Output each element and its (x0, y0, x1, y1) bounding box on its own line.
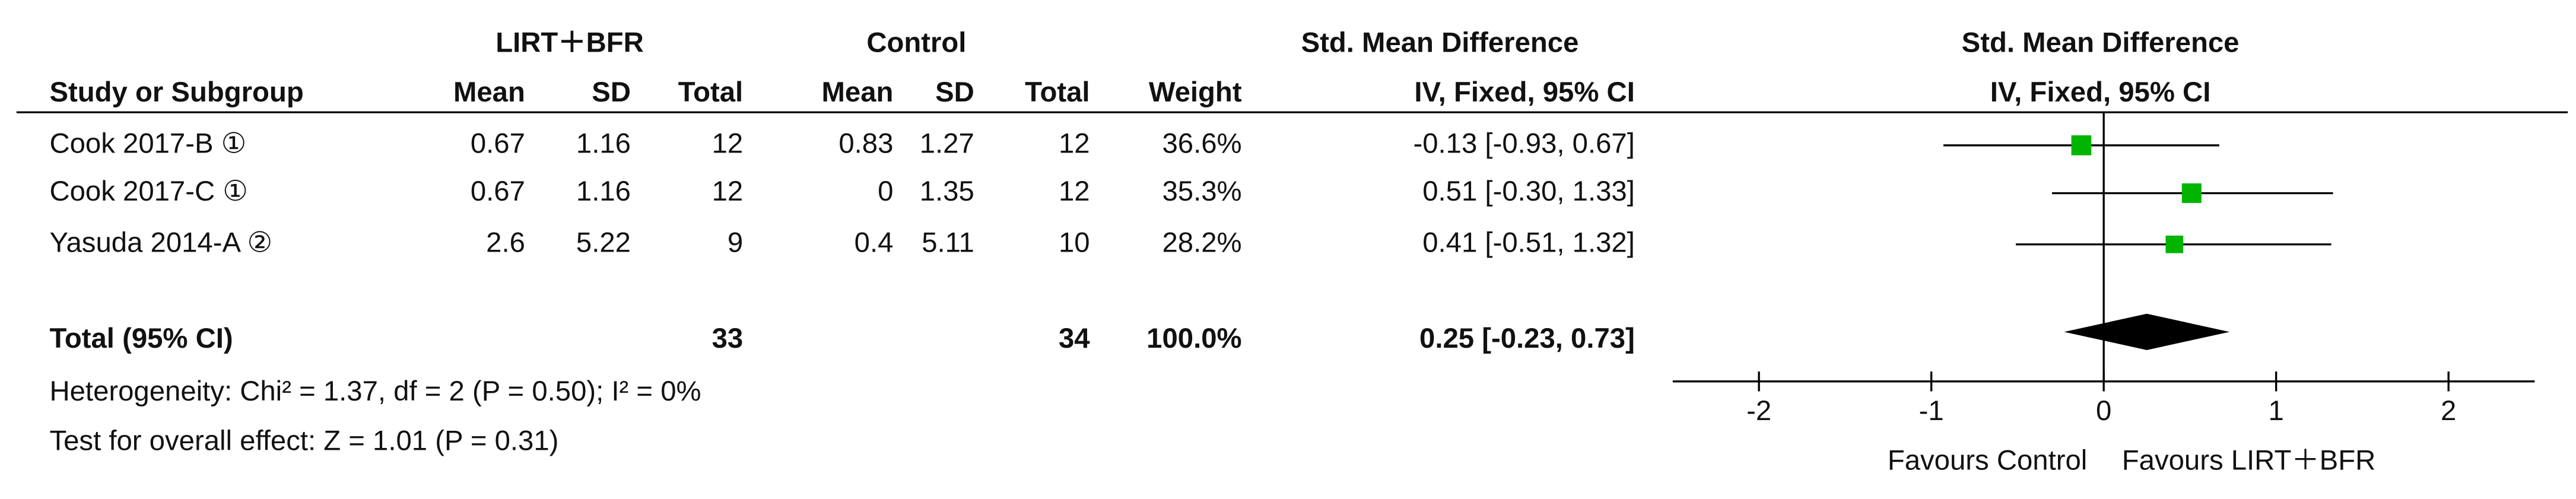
total-cell: 100.0% (1146, 323, 1241, 354)
study-cell: 5.11 (922, 227, 974, 258)
study-cell: -0.13 [-0.93, 0.67] (1413, 128, 1634, 159)
study-cell: 2.6 (486, 227, 525, 258)
column-header: Total (1025, 77, 1090, 108)
overall-effect: Test for overall effect: Z = 1.01 (P = 0… (49, 425, 558, 456)
study-cell: 0.41 [-0.51, 1.32] (1422, 227, 1635, 258)
study-cell: 5.22 (576, 227, 631, 258)
heterogeneity: Heterogeneity: Chi² = 1.37, df = 2 (P = … (49, 376, 701, 407)
study-name: Cook 2017-B ① (49, 128, 246, 159)
x-tick-label: -1 (1919, 395, 1944, 427)
study-name: Cook 2017-C ① (49, 176, 247, 207)
group-header: Control (866, 27, 966, 59)
group-header: LIRT＋BFR (495, 27, 644, 59)
x-tick-label: 0 (2096, 395, 2111, 427)
study-cell: 12 (712, 128, 744, 159)
x-tick-label: 1 (2269, 395, 2284, 427)
total-cell: 0.25 [-0.23, 0.73] (1419, 323, 1635, 354)
study-cell: 35.3% (1162, 176, 1241, 207)
study-cell: 1.27 (920, 128, 974, 159)
column-header: IV, Fixed, 95% CI (1414, 77, 1635, 108)
study-cell: 1.35 (920, 176, 974, 207)
effect-square (2071, 135, 2092, 155)
study-cell: 12 (1059, 128, 1090, 159)
total-cell: 34 (1059, 323, 1090, 354)
study-cell: 9 (728, 227, 743, 258)
group-header: Std. Mean Difference (1962, 27, 2240, 59)
total-cell: 33 (712, 323, 744, 354)
effect-square (2181, 183, 2202, 204)
effect-square (2165, 236, 2184, 253)
study-cell: 28.2% (1162, 227, 1241, 258)
study-cell: 0.4 (855, 227, 894, 258)
study-cell: 0.51 [-0.30, 1.33] (1422, 176, 1635, 207)
favours-left: Favours Control (1888, 445, 2087, 476)
x-tick-label: 2 (2441, 395, 2456, 427)
summary-diamond (2064, 313, 2230, 350)
study-cell: 1.16 (576, 176, 631, 207)
column-header: SD (592, 77, 631, 108)
study-cell: 0 (878, 176, 893, 207)
study-cell: 10 (1059, 227, 1090, 258)
study-cell: 0.83 (838, 128, 893, 159)
column-header: Study or Subgroup (49, 77, 303, 108)
column-header: Mean (453, 77, 525, 108)
study-cell: 12 (712, 176, 744, 207)
column-header: Weight (1149, 77, 1242, 108)
column-header: Total (678, 77, 743, 108)
column-header: IV, Fixed, 95% CI (1990, 77, 2211, 108)
x-tick-label: -2 (1746, 395, 1771, 427)
study-cell: 12 (1059, 176, 1090, 207)
favours-right: Favours LIRT＋BFR (2122, 445, 2376, 476)
study-cell: 0.67 (471, 176, 525, 207)
group-header: Std. Mean Difference (1301, 27, 1579, 59)
column-header: Mean (822, 77, 894, 108)
study-cell: 1.16 (576, 128, 631, 159)
total-name: Total (95% CI) (49, 323, 233, 354)
study-cell: 0.67 (471, 128, 525, 159)
study-name: Yasuda 2014-A ② (49, 227, 272, 258)
study-cell: 36.6% (1162, 128, 1241, 159)
column-header: SD (935, 77, 974, 108)
